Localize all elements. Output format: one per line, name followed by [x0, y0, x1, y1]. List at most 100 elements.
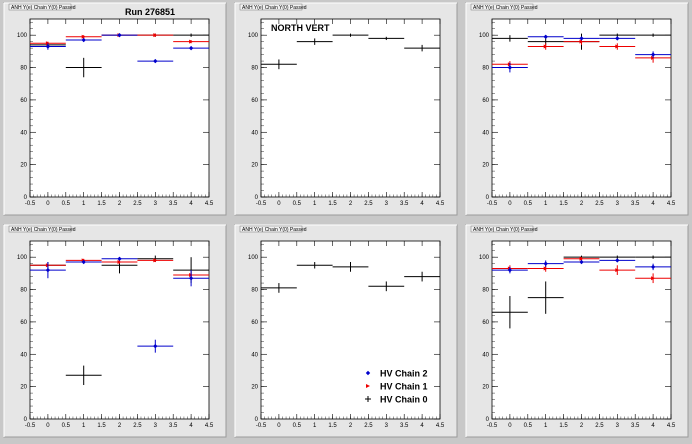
data-point-marker	[650, 52, 656, 57]
data-point-marker	[651, 276, 656, 281]
chart-panel-5: ANH Y(e) Chain Y(0) Passed-0.5 0 0.5 1 1.5 2 2…	[234, 224, 458, 438]
x-tick-label: 3.5	[400, 201, 409, 207]
x-tick-label: 3.5	[169, 423, 178, 429]
series-hv-chain-2	[492, 34, 671, 73]
y-tick-label: 60	[482, 98, 489, 104]
plot-area	[260, 18, 441, 198]
x-tick-label: 2	[349, 423, 353, 429]
y-tick-label: 60	[482, 320, 489, 326]
x-tick-label: 4	[420, 201, 424, 207]
legend-label: HV Chain 2	[380, 369, 428, 379]
y-tick-label: 40	[482, 130, 489, 136]
x-tick-label: 1	[82, 201, 86, 207]
x-tick-label: 1.5	[328, 201, 337, 207]
y-tick-label: 0	[24, 195, 28, 201]
x-tick-label: 1	[544, 201, 548, 207]
x-tick-label: 4.5	[667, 201, 676, 207]
x-tick-label: 4	[189, 423, 193, 429]
data-point-marker	[615, 36, 620, 41]
y-tick-label: 100	[248, 33, 259, 39]
x-tick-label: -0.5	[487, 423, 498, 429]
x-tick-label: 1	[313, 423, 317, 429]
x-tick-label: 2.5	[595, 201, 604, 207]
series-hv-chain-1	[492, 38, 671, 68]
y-tick-label: 80	[20, 288, 27, 294]
y-tick-label: 40	[251, 352, 258, 358]
x-tick-label: 4.5	[205, 201, 214, 207]
data-point-marker	[188, 45, 194, 51]
x-tick-label: 0.5	[62, 423, 71, 429]
stats-tab	[470, 225, 534, 233]
x-tick-label: 1.5	[97, 423, 106, 429]
y-tick-label: 100	[17, 33, 28, 39]
y-tick-label: 20	[482, 385, 489, 391]
y-tick-label: 0	[24, 417, 28, 423]
x-tick-label: 0.5	[62, 201, 71, 207]
data-point-marker	[81, 37, 86, 43]
stats-tab	[470, 3, 534, 11]
y-tick-label: 0	[255, 417, 259, 423]
y-tick-label: 60	[251, 98, 258, 104]
data-point-marker	[153, 58, 158, 64]
x-tick-label: 4	[420, 423, 424, 429]
x-tick-label: 4	[189, 201, 193, 207]
stats-tab	[239, 3, 303, 11]
y-tick-label: 80	[20, 66, 27, 72]
y-tick-label: 40	[482, 352, 489, 358]
chart-panel-1: ANH Y(e) Chain Y(0) Passed-0.5 0 0.5 1 1.5 2 2…	[3, 2, 227, 216]
x-tick-label: 4.5	[205, 423, 214, 429]
x-tick-label: 3.5	[631, 423, 640, 429]
y-tick-label: 60	[20, 320, 27, 326]
x-tick-label: 2.5	[364, 201, 373, 207]
series-hv-chain-2	[492, 258, 671, 274]
x-tick-label: 3.5	[169, 201, 178, 207]
x-tick-label: 2	[580, 423, 584, 429]
series-hv-chain-2	[30, 256, 209, 353]
x-tick-label: 2	[580, 201, 584, 207]
chart-panel-4: ANH Y(e) Chain Y(0) Passed-0.5 0 0.5 1 1.5 2 2…	[3, 224, 227, 438]
x-tick-label: 3	[616, 423, 620, 429]
series-hv-chain-0	[261, 33, 440, 70]
y-tick-label: 80	[251, 288, 258, 294]
x-tick-label: 0	[508, 201, 512, 207]
plot-area	[29, 18, 210, 198]
x-tick-label: 1.5	[328, 423, 337, 429]
x-tick-label: -0.5	[487, 201, 498, 207]
x-tick-label: 2.5	[364, 423, 373, 429]
y-tick-label: 80	[482, 288, 489, 294]
x-tick-label: 0.5	[524, 423, 533, 429]
x-tick-label: -0.5	[25, 201, 36, 207]
y-tick-label: 100	[479, 255, 490, 261]
y-tick-label: 100	[17, 255, 28, 261]
y-tick-label: 60	[20, 98, 27, 104]
data-point-marker	[45, 44, 51, 49]
data-point-marker	[615, 258, 620, 263]
x-tick-label: 2	[118, 201, 122, 207]
legend-marker	[365, 370, 371, 376]
x-tick-label: 3	[385, 423, 389, 429]
x-tick-label: 1	[544, 423, 548, 429]
x-tick-label: 2	[118, 423, 122, 429]
x-tick-label: 3.5	[631, 201, 640, 207]
legend-label: HV Chain 0	[380, 395, 428, 405]
x-tick-label: 0	[508, 423, 512, 429]
data-point-marker	[81, 34, 86, 39]
data-point-marker	[543, 44, 548, 49]
x-tick-label: 4.5	[436, 201, 445, 207]
data-point-marker	[507, 65, 513, 70]
x-tick-label: 1.5	[97, 201, 106, 207]
data-point-marker	[579, 256, 584, 261]
x-tick-label: 1	[313, 201, 317, 207]
x-tick-label: 0.5	[293, 201, 302, 207]
plot-area	[491, 240, 672, 420]
data-point-marker	[615, 268, 620, 273]
series-hv-chain-1	[492, 256, 671, 284]
stats-tab	[239, 225, 303, 233]
y-tick-label: 20	[251, 385, 258, 391]
x-tick-label: -0.5	[256, 423, 267, 429]
x-tick-label: 3	[385, 201, 389, 207]
stats-tab-label: ANH Y(e) Chain Y(0) Passed	[473, 227, 538, 233]
data-point-marker	[543, 34, 548, 39]
data-point-marker	[153, 343, 158, 349]
data-point-marker	[189, 39, 194, 44]
